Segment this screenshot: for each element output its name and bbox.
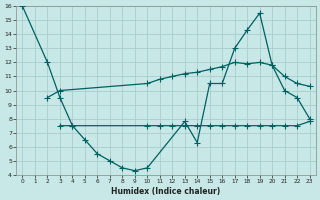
X-axis label: Humidex (Indice chaleur): Humidex (Indice chaleur) [111, 187, 221, 196]
